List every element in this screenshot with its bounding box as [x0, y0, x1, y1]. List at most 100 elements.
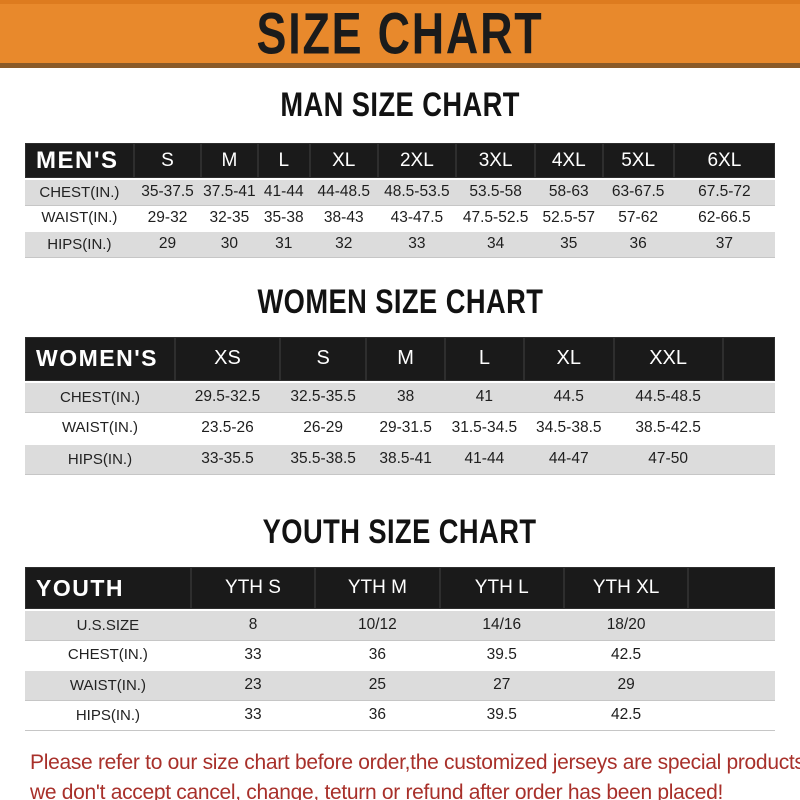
size-value-cell: 10/12 — [357, 616, 397, 634]
table-row: HIPS(IN.) 29 30 31 32 33 34 35 36 37 — [25, 231, 775, 257]
size-column-header: XL — [523, 336, 614, 382]
spacer-cell — [688, 610, 775, 640]
size-value-cell: 42.5 — [611, 706, 642, 723]
size-value-cell: 38.5-42.5 — [635, 418, 701, 436]
size-value-cell: 32 — [335, 235, 353, 253]
size-value-cell: 44.5-48.5 — [635, 388, 701, 406]
size-column-header: YTH L — [439, 567, 564, 610]
size-value-cell: 34.5-38.5 — [536, 418, 602, 436]
size-value-cell: 33 — [244, 706, 262, 723]
spacer-cell — [723, 444, 776, 475]
size-column-header: 2XL — [377, 143, 457, 179]
measurement-row-label: HIPS(IN.) — [47, 235, 112, 253]
size-value-cell: 38 — [397, 388, 415, 406]
size-column-header: 4XL — [535, 143, 603, 179]
size-value-cell: 35.5-38.5 — [290, 450, 356, 468]
size-column-header: M — [366, 336, 445, 382]
size-value-cell: 35-37.5 — [141, 183, 194, 201]
size-value-cell: 41-44 — [263, 183, 304, 201]
youth-section-heading-text: YOUTH SIZE CHART — [263, 511, 537, 552]
table-header-row: YOUTH YTH S YTH M YTH L YTH XL — [25, 567, 775, 610]
men-section-heading: MAN SIZE CHART — [0, 84, 800, 128]
size-value-cell: 29-32 — [147, 208, 188, 226]
table-corner-label: WOMEN'S — [25, 336, 175, 382]
spacer-cell — [723, 413, 776, 444]
size-value-cell: 52.5-57 — [542, 208, 596, 226]
size-value-cell: 44-48.5 — [317, 183, 371, 201]
size-value-cell: 43-47.5 — [390, 208, 444, 226]
size-value-cell: 57-62 — [618, 208, 658, 226]
spacer-cell — [688, 700, 775, 730]
size-value-cell: 41 — [475, 388, 493, 406]
table-header-row: WOMEN'S XS S M L XL XXL — [25, 336, 775, 382]
size-value-cell: 30 — [220, 235, 238, 253]
table-corner-label: YOUTH — [25, 567, 191, 610]
size-value-cell: 29 — [158, 235, 177, 253]
size-value-cell: 44.5 — [553, 388, 584, 406]
size-chart-banner: SIZE CHART — [0, 0, 800, 68]
size-value-cell: 31.5-34.5 — [451, 418, 518, 436]
size-value-cell: 36 — [368, 706, 386, 723]
size-column-header: L — [257, 143, 310, 179]
size-value-cell: 32-35 — [209, 208, 250, 226]
disclaimer-line-2: we don't accept cancel, change, teturn o… — [30, 780, 724, 800]
size-value-cell: 18/20 — [606, 616, 646, 634]
size-value-cell: 36 — [629, 235, 647, 253]
size-value-cell: 33 — [408, 235, 426, 253]
size-value-cell: 38.5-41 — [379, 450, 432, 468]
size-value-cell: 47.5-52.5 — [462, 208, 529, 226]
youth-section-heading: YOUTH SIZE CHART — [0, 511, 800, 555]
size-value-cell: 23 — [244, 676, 262, 694]
women-section-heading: WOMEN SIZE CHART — [0, 282, 800, 325]
size-value-cell: 29-31.5 — [379, 418, 432, 436]
size-column-header: XL — [310, 143, 378, 179]
table-header-row: MEN'S S M L XL 2XL 3XL 4XL 5XL 6XL — [25, 143, 775, 179]
measurement-row-label: HIPS(IN.) — [67, 450, 133, 468]
size-column-header: 3XL — [456, 143, 535, 179]
size-value-cell: 36 — [368, 645, 386, 663]
size-value-cell: 37.5-41 — [203, 183, 256, 201]
disclaimer-text: Please refer to our size chart before or… — [0, 748, 800, 800]
size-value-cell: 37 — [715, 235, 733, 253]
spacer-cell — [688, 640, 775, 670]
size-value-cell: 25 — [368, 676, 386, 694]
size-value-cell: 67.5-72 — [698, 183, 751, 201]
men-size-table: MEN'S S M L XL 2XL 3XL 4XL 5XL 6XL CHEST(IN.) 35-37… — [25, 143, 775, 258]
table-row: WAIST(IN.) 23 25 27 29 — [25, 670, 775, 700]
size-value-cell: 48.5-53.5 — [384, 183, 450, 201]
size-value-cell: 38-43 — [323, 208, 364, 226]
size-value-cell: 62-66.5 — [698, 208, 751, 226]
size-value-cell: 29.5-32.5 — [194, 388, 261, 406]
men-section-heading-text: MAN SIZE CHART — [280, 84, 520, 125]
size-value-cell: 63-67.5 — [611, 183, 665, 201]
size-value-cell: 23.5-26 — [201, 418, 254, 436]
size-column-header: S — [133, 143, 202, 179]
measurement-row-label: CHEST(IN.) — [67, 646, 148, 664]
size-value-cell: 35-38 — [263, 208, 304, 226]
size-value-cell: 8 — [248, 616, 258, 634]
size-column-header: XS — [175, 336, 280, 382]
size-value-cell: 58-63 — [548, 183, 589, 201]
size-value-cell: 34 — [487, 235, 505, 253]
size-value-cell: 29 — [617, 676, 635, 694]
size-value-cell: 32.5-35.5 — [290, 388, 356, 406]
size-value-cell: 33 — [244, 645, 262, 663]
size-column-header: XXL — [613, 336, 723, 382]
measurement-row-label: WAIST(IN.) — [61, 419, 139, 437]
measurement-row-label: CHEST(IN.) — [39, 183, 120, 201]
size-column-header: YTH M — [315, 567, 440, 610]
measurement-row-label: HIPS(IN.) — [75, 706, 140, 724]
size-value-cell: 33-35.5 — [201, 450, 254, 468]
size-value-cell: 14/16 — [482, 616, 522, 634]
table-row: WAIST(IN.) 29-32 32-35 35-38 38-43 43-47.5 47.… — [25, 205, 775, 231]
size-value-cell: 53.5-58 — [469, 183, 522, 201]
size-value-cell: 26-29 — [303, 418, 343, 436]
women-size-table: WOMEN'S XS S M L XL XXL CHEST(IN.) 29.5-32.5 32.5… — [25, 336, 776, 476]
spacer-cell — [723, 382, 776, 413]
size-column-header: 6XL — [673, 143, 775, 179]
measurement-row-label: WAIST(IN.) — [41, 209, 118, 227]
size-value-cell: 39.5 — [486, 706, 517, 723]
table-row: CHEST(IN.) 33 36 39.5 42.5 — [25, 640, 775, 670]
size-value-cell: 35 — [560, 235, 578, 253]
table-row: CHEST(IN.) 29.5-32.5 32.5-35.5 38 41 44.5 44.5… — [25, 381, 776, 413]
